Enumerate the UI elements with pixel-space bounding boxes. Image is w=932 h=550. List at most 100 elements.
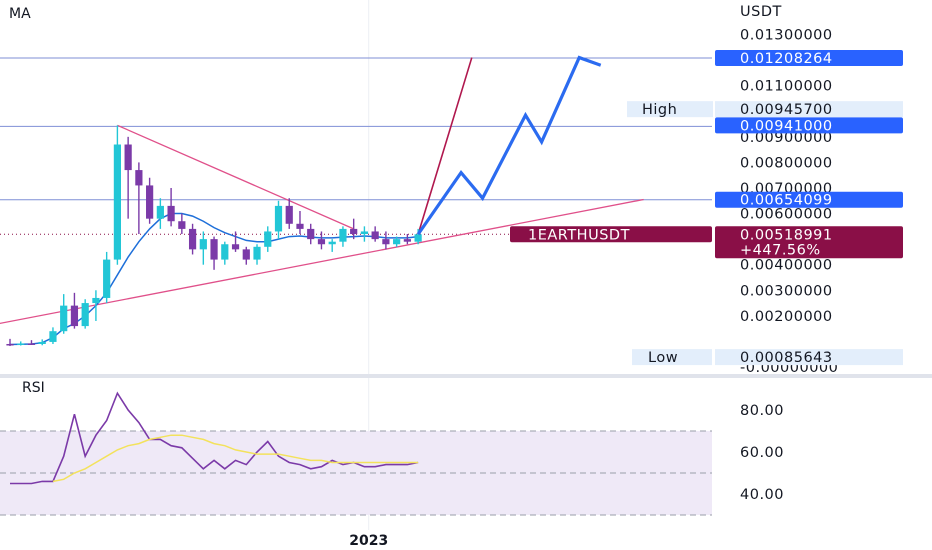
price-tick-label: 0.00400000 — [740, 258, 833, 274]
time-tick-label: 2023 — [349, 533, 388, 549]
candles — [6, 125, 422, 347]
candle — [414, 228, 422, 245]
candle-body — [317, 239, 326, 245]
candle-body — [6, 343, 14, 346]
candle-body — [242, 249, 250, 260]
candle — [328, 239, 336, 252]
candle — [188, 223, 197, 255]
low-value: 0.00085643 — [740, 350, 833, 366]
candle — [360, 226, 369, 242]
price-tick-label: 0.00600000 — [740, 207, 833, 223]
candle-body — [156, 205, 164, 219]
candle-body — [113, 144, 121, 260]
horizontal-levels — [0, 57, 712, 235]
candle-body — [274, 205, 283, 232]
candle — [38, 339, 46, 346]
rsi-tick-label: 80.00 — [740, 403, 784, 419]
rsi-tick-label: 40.00 — [740, 487, 784, 503]
candle-body — [188, 228, 197, 250]
rsi-tick-label: 60.00 — [740, 445, 784, 461]
price-pane[interactable]: MA — [0, 0, 712, 374]
candle-body — [253, 246, 261, 260]
candle — [231, 231, 240, 252]
last-price-value: 0.00518991 — [740, 227, 833, 243]
price-axis[interactable]: USDT 0.01300000 0.01100000 0.00900000 0.008… — [510, 4, 903, 376]
candle — [17, 341, 25, 346]
candle-body — [103, 259, 111, 298]
high-title: High — [642, 102, 677, 118]
price-tick-label: 0.00800000 — [740, 155, 833, 171]
candle-body — [264, 231, 272, 247]
candle — [49, 327, 57, 344]
candle — [317, 231, 326, 250]
last-price-change: +447.56% — [740, 242, 821, 258]
rsi-ticks: 80.00 60.00 40.00 — [740, 403, 784, 503]
low-title-bg — [632, 349, 712, 366]
level-941-tag-bg — [715, 117, 903, 134]
candle — [339, 226, 347, 247]
projection — [416, 55, 602, 236]
high-title-bg — [627, 101, 713, 118]
candle-body — [350, 228, 358, 235]
candle — [199, 231, 207, 265]
candle-body — [339, 228, 347, 242]
trendlines — [0, 57, 644, 325]
candle — [70, 292, 79, 329]
candle — [124, 136, 132, 219]
candle — [103, 251, 111, 304]
upper-trendline — [117, 124, 354, 230]
rsi-pane[interactable]: RSI 80.00 60.00 40.00 — [0, 378, 784, 530]
high-value: 0.00945700 — [740, 102, 833, 118]
candle — [382, 231, 390, 250]
candle — [274, 200, 283, 240]
candle-body — [360, 231, 369, 235]
candle-body — [178, 221, 186, 229]
candle-body — [328, 241, 336, 245]
candle-body — [60, 305, 68, 332]
symbol-tag-bg — [510, 226, 712, 243]
symbol-tag: 1EARTHUSDT — [528, 227, 630, 243]
candle-body — [307, 228, 315, 240]
candle — [81, 299, 89, 329]
candle-body — [414, 234, 422, 242]
candle — [221, 241, 229, 265]
target-price-tag: 0.01208264 — [740, 51, 833, 67]
candle — [253, 244, 261, 265]
rsi-label: RSI — [22, 380, 45, 396]
candle — [242, 246, 250, 265]
candle-body — [146, 185, 154, 219]
candle-body — [199, 239, 207, 250]
candle-body — [296, 223, 304, 229]
candle — [60, 294, 68, 334]
low-title: Low — [648, 350, 678, 366]
price-tick-label: 0.01300000 — [740, 28, 833, 44]
price-tick-label: 0.00900000 — [740, 130, 833, 146]
high-value-bg — [715, 101, 903, 118]
candle — [403, 234, 411, 245]
low-value-bg — [715, 349, 903, 366]
candle-body — [393, 239, 401, 245]
candle-body — [382, 239, 390, 245]
candle — [371, 226, 379, 242]
candle — [393, 236, 401, 247]
rsi-ma-line — [52, 434, 419, 483]
projection-path — [416, 55, 602, 236]
projection-trendline — [417, 57, 473, 235]
candle-body — [124, 144, 132, 171]
candle — [210, 236, 218, 270]
candle — [285, 198, 293, 229]
level-654-tag-bg — [715, 191, 903, 208]
indicator-label: MA — [9, 6, 31, 22]
candle-body — [167, 205, 175, 222]
candle-body — [49, 331, 57, 342]
candle-body — [92, 297, 100, 304]
time-axis: 2023 — [349, 533, 388, 549]
pane-separator[interactable] — [0, 374, 932, 378]
candle-body — [210, 239, 218, 260]
candle — [296, 210, 304, 235]
candle-body — [285, 205, 293, 224]
candle — [350, 218, 358, 240]
candle — [167, 187, 175, 227]
